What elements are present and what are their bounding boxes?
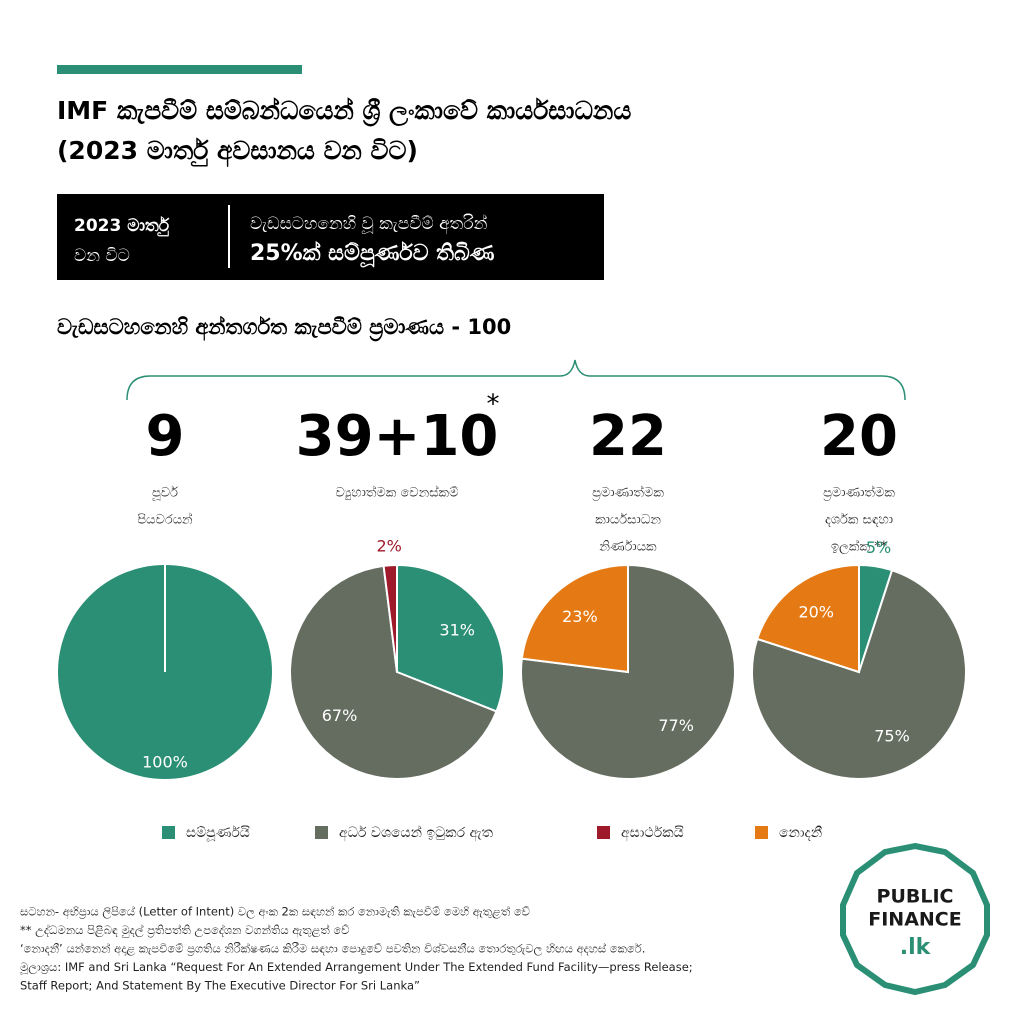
pie-label: ප්‍රමාණාත්මක — [592, 484, 664, 500]
pie-label: ප්‍රමාණාත්මක — [823, 484, 895, 500]
accent-bar — [57, 65, 302, 74]
pie-label: කාර්යසාධන — [595, 512, 661, 528]
legend-label: නොදනී — [779, 825, 822, 841]
pie-value-label: 100% — [142, 752, 188, 771]
legend-label: අසාර්ථකයි — [621, 825, 684, 842]
legend-label: අර්ධ වශයෙන් ඉටුකර ඇත — [339, 825, 494, 842]
pie-slice — [520, 563, 629, 674]
pie-count-mark: * — [487, 390, 500, 420]
pie-slice — [396, 563, 505, 713]
legend-swatch — [315, 826, 328, 839]
banner-box — [57, 194, 604, 280]
pie-count: 39+10 — [296, 404, 499, 469]
pie-label: නිර්ණායක — [599, 539, 657, 555]
footnote: ‘නොදනී’ යන්නෙන් අදාළ කැපවීමේ ප්‍රගතිය නි… — [20, 941, 645, 956]
brace — [126, 359, 906, 401]
pie-label: පියවරයන් — [137, 511, 193, 527]
logo-text: FINANCE — [868, 909, 961, 931]
subtitle: වැඩසටහනෙහි අන්තර්ගත කැපවීම් ප්‍රමාණය - 1… — [57, 315, 511, 342]
logo-text: PUBLIC — [877, 886, 954, 908]
pie-slice — [289, 564, 498, 780]
title: IMF කැපවීම් සම්බන්ධයෙන් ශ්‍රී ලංකාවේ කාර… — [57, 96, 631, 128]
banner-left: 2023 මාර්තු — [74, 216, 170, 237]
pie-value-label: 23% — [562, 607, 598, 626]
pie-label: ව්‍යුහාත්මක වෙනස්කම් — [336, 484, 459, 500]
banner-right: 25%ක් සම්පූර්ණව තිබිණ — [250, 240, 495, 268]
pie-count: 9 — [146, 404, 185, 469]
pie-slice — [382, 563, 398, 673]
pie-label: ඉලක්ක ** — [831, 538, 888, 554]
title: (2023 මාර්තු අවසානය වන විට) — [57, 136, 418, 167]
pie-value-label: 75% — [874, 726, 910, 745]
pie-value-label: 20% — [798, 603, 834, 622]
pie-count: 20 — [820, 404, 898, 469]
footnote: සටහන- අභිප්‍රාය ලිපියේ (Letter of Intent… — [20, 904, 531, 919]
footnote: මූලාශ්‍රය: IMF and Sri Lanka “Request Fo… — [19, 960, 692, 975]
legend-swatch — [755, 826, 768, 839]
pie-slice — [751, 568, 967, 780]
pie-slice — [755, 563, 860, 674]
footnote: Staff Report; And Statement By The Execu… — [20, 979, 420, 993]
pie-value-label: 2% — [376, 537, 401, 556]
pie-value-label: 31% — [439, 621, 475, 640]
logo-badge — [840, 842, 990, 996]
pie-label: පූර්ව — [152, 485, 178, 501]
pie-label: දර්ශක සඳහා — [825, 512, 893, 528]
pie-value-label: 5% — [866, 538, 891, 557]
legend-swatch — [597, 826, 610, 839]
pie-value-label: 67% — [322, 706, 358, 725]
legend-label: සම්පූර්ණයි — [186, 825, 250, 842]
footnote: ** උද්ධමනය පිළිබඳ මුදල් ප්‍රතිපත්ති උපදේ… — [20, 923, 350, 938]
pie-count: 22 — [589, 404, 667, 469]
logo-text: .lk — [900, 935, 932, 960]
legend-swatch — [162, 826, 175, 839]
banner-right: වැඩසටහනෙහි වූ කැපවීම් අතරින් — [250, 214, 488, 235]
banner-left: වන විට — [74, 246, 130, 266]
pie-value-label: 77% — [658, 716, 694, 735]
